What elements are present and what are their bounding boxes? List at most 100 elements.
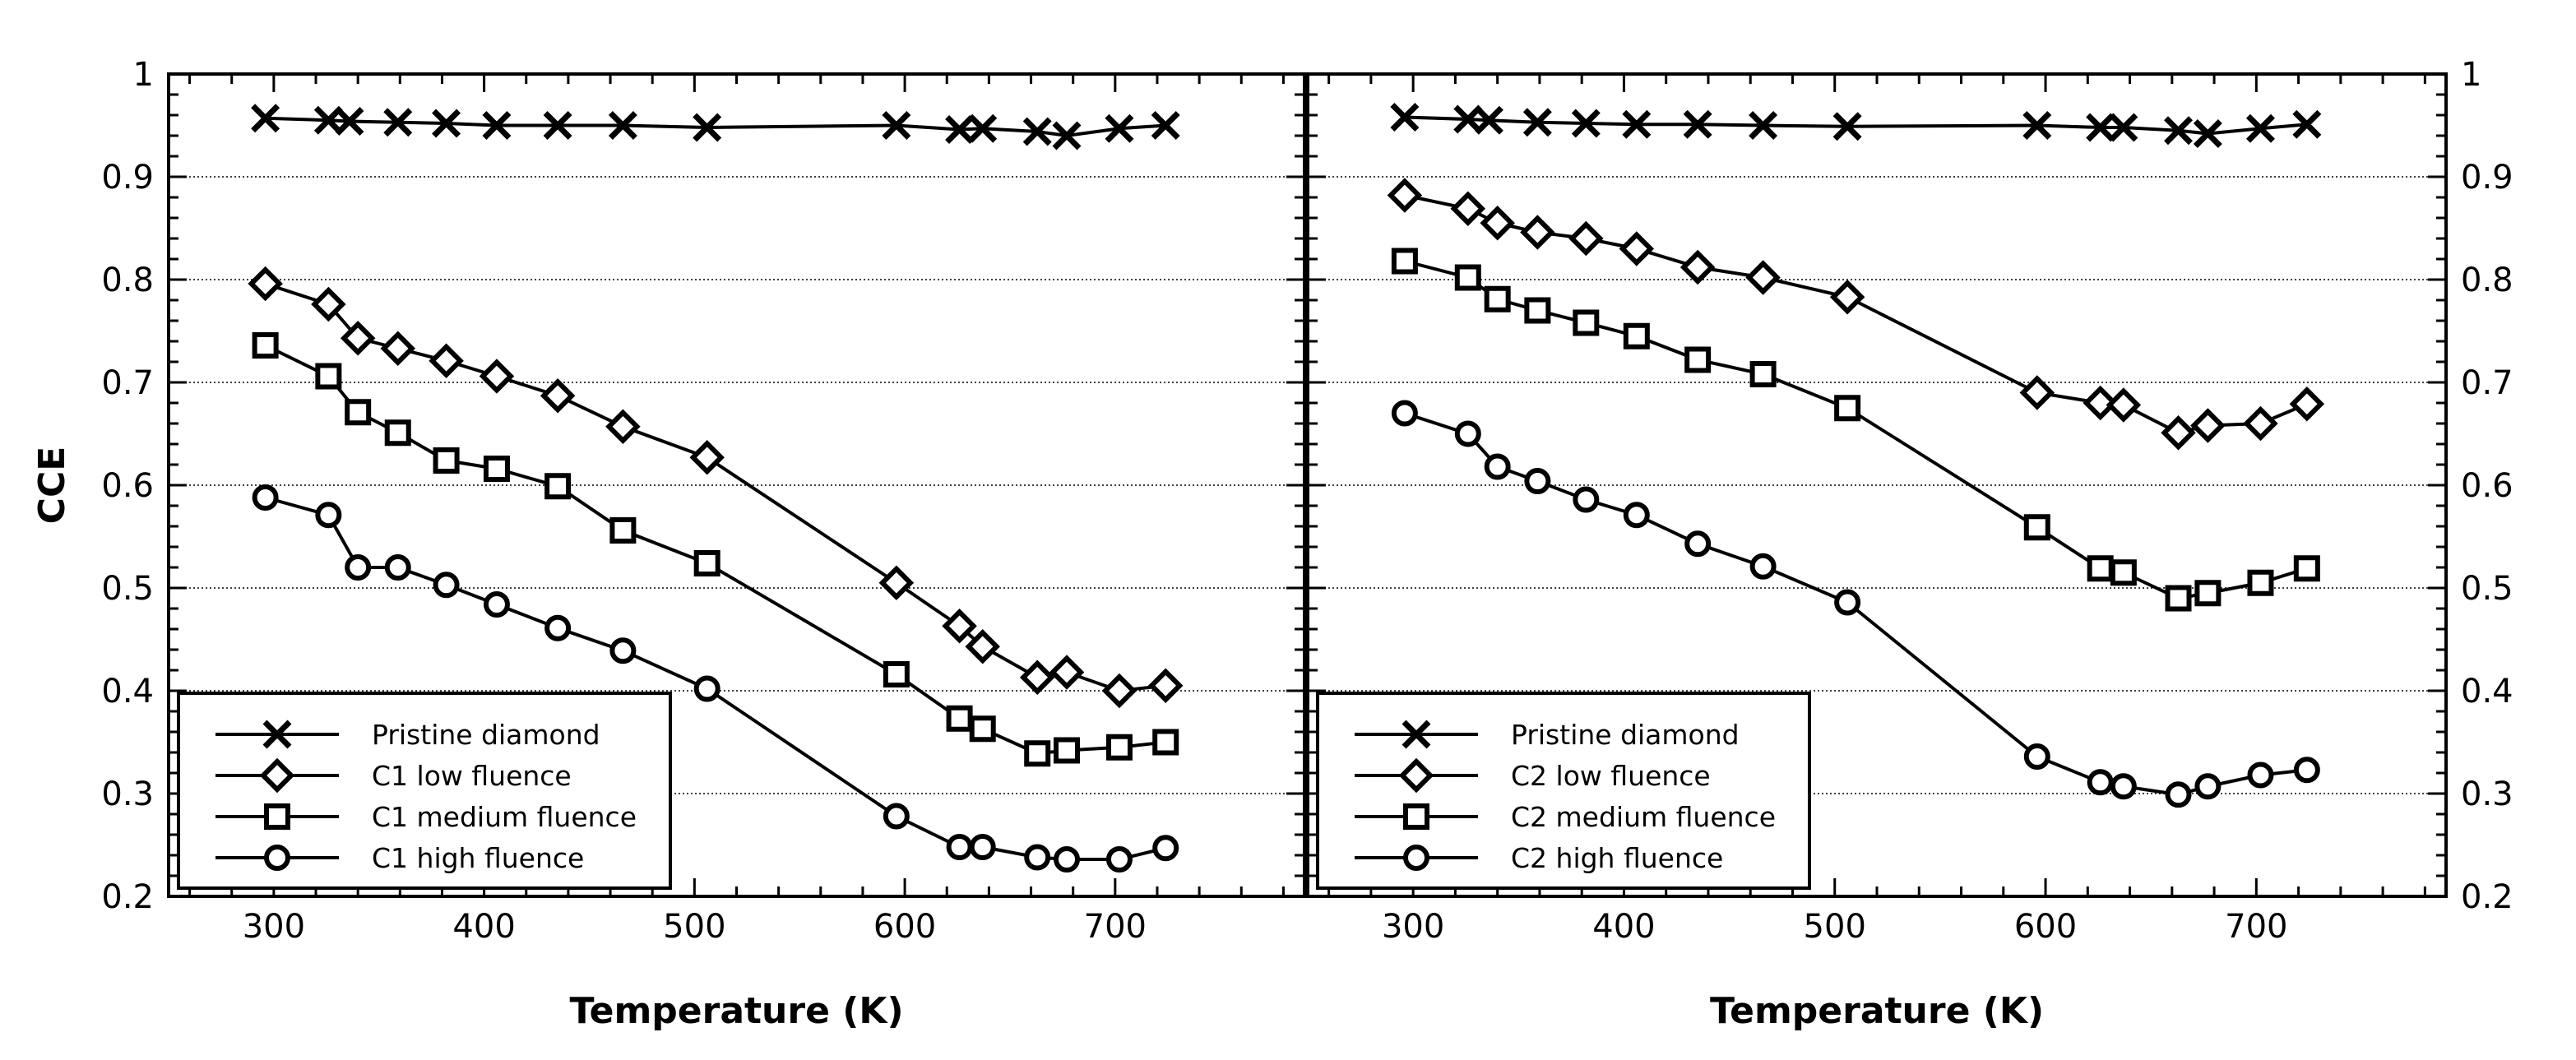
data-point	[1105, 846, 1133, 873]
x-tick-label: 700	[2225, 908, 2287, 946]
data-point	[544, 614, 572, 641]
series-line	[265, 116, 1166, 138]
x-tick-label: 300	[243, 908, 305, 946]
data-point	[1049, 655, 1085, 690]
y-tick-label: 0.4	[2461, 673, 2513, 711]
series-circle	[252, 484, 1179, 873]
series-square	[1391, 248, 2320, 612]
data-point	[1387, 178, 1423, 213]
data-point	[544, 473, 572, 500]
data-point	[2110, 773, 2137, 800]
series-line	[264, 344, 1166, 756]
data-point	[1454, 420, 1481, 447]
data-point	[2087, 769, 2114, 796]
data-point	[2109, 113, 2138, 142]
data-point	[2023, 514, 2050, 541]
data-point	[315, 502, 342, 529]
data-point	[2245, 113, 2275, 143]
data-point	[315, 363, 342, 390]
chart-panel-right: 300 400 500 600 700 0.2 0.3 0.4 0.5 0.6 0.7 0.8 0.9 1…	[1306, 56, 2513, 1032]
y-tick-label: 0.6	[101, 467, 154, 505]
x-tick-label: 400	[1592, 908, 1655, 946]
data-point	[965, 629, 1000, 664]
y-tick-label: 1	[2461, 56, 2481, 94]
series-diamond	[248, 266, 1184, 709]
data-point	[380, 331, 415, 366]
data-point	[1834, 589, 1861, 616]
data-point	[1623, 502, 1650, 529]
data-point	[1683, 109, 1712, 139]
data-point	[1390, 103, 1420, 132]
data-point	[2293, 555, 2320, 582]
data-point	[2289, 387, 2325, 422]
data-point	[2164, 116, 2193, 146]
data-point	[2247, 761, 2274, 789]
data-point	[479, 359, 515, 394]
series-line	[1404, 411, 2308, 797]
data-point	[608, 111, 637, 140]
data-point	[1024, 740, 1051, 767]
data-point	[1024, 844, 1051, 871]
data-point	[1484, 285, 1511, 312]
data-point	[693, 675, 720, 702]
x-tick-label: 600	[873, 908, 936, 946]
series-diamond	[1387, 178, 2325, 451]
data-point	[883, 661, 910, 687]
data-point	[433, 447, 460, 474]
data-point	[1619, 231, 1655, 266]
data-point	[1524, 297, 1551, 324]
data-point	[482, 111, 512, 140]
data-point	[1522, 108, 1552, 137]
data-point	[945, 115, 975, 144]
data-point	[1749, 553, 1777, 580]
data-point	[2086, 113, 2115, 142]
chart-panel-left: 300 400 500 600 700 0.2 0.3 0.4 0.5 0.6 0.7 0.8 0.9 1…	[31, 56, 1306, 1032]
data-point	[1054, 737, 1081, 764]
data-point	[1391, 400, 1418, 427]
data-point	[969, 715, 996, 743]
legend-marker	[264, 803, 290, 830]
data-point	[2194, 773, 2222, 800]
x-axis-title: Temperature (K)	[569, 990, 903, 1032]
legend: Pristine diamond C1 low fluence C1 medium …	[177, 692, 672, 890]
data-point	[969, 834, 996, 860]
legend-label: C1 medium fluence	[372, 801, 637, 833]
data-point	[1454, 264, 1481, 291]
data-point	[605, 409, 641, 444]
data-point	[1151, 111, 1180, 140]
data-point	[968, 113, 998, 143]
data-point	[1474, 105, 1503, 135]
data-point	[942, 609, 977, 644]
data-point	[1147, 668, 1184, 703]
data-point	[2190, 408, 2226, 443]
data-point	[1684, 530, 1712, 558]
legend-label: Pristine diamond	[1511, 719, 1740, 751]
data-point	[1524, 468, 1551, 494]
data-point	[1105, 113, 1134, 143]
data-point	[1571, 109, 1601, 138]
legend-box	[1316, 692, 1811, 890]
series-line	[265, 496, 1166, 861]
legend-marker	[1403, 803, 1429, 830]
data-point	[2243, 405, 2278, 442]
data-point	[1450, 191, 1486, 226]
data-point	[483, 591, 510, 618]
data-point	[2161, 415, 2196, 451]
y-tick-label: 0.4	[101, 673, 154, 711]
legend-label: C2 low fluence	[1511, 760, 1711, 792]
series-x	[251, 104, 1180, 150]
data-point	[383, 108, 413, 137]
y-tick-label: 0.5	[101, 570, 154, 608]
data-point	[251, 104, 280, 133]
data-point	[2022, 111, 2052, 140]
data-point	[1054, 846, 1081, 873]
data-point	[1484, 453, 1511, 480]
legend-box	[177, 692, 672, 890]
legend-label: C1 high fluence	[372, 842, 584, 874]
data-point	[2083, 385, 2118, 421]
x-tick-label: 700	[1084, 908, 1147, 946]
data-point	[384, 554, 411, 581]
legend-marker	[1398, 757, 1434, 794]
data-point	[1573, 486, 1600, 513]
